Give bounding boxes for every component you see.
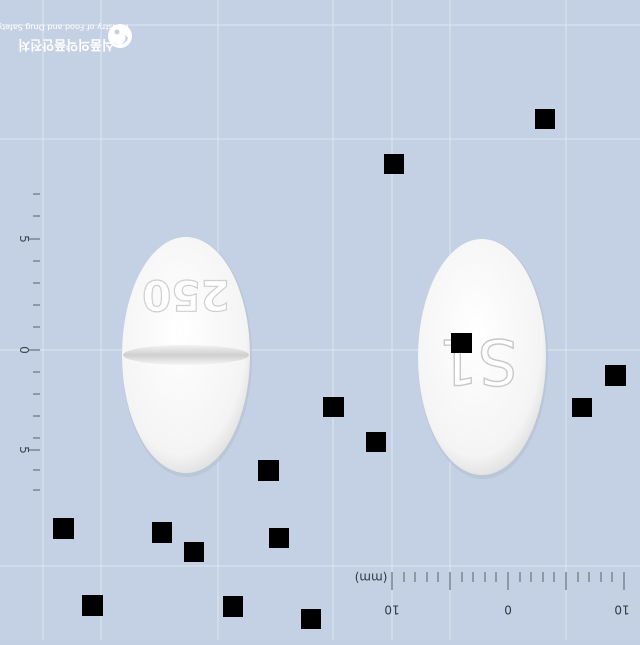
redaction-square — [53, 518, 74, 539]
ministry-logo: 식품의약품안전처 Ministry of Food and Drug Safet… — [0, 23, 132, 53]
redaction-square — [258, 460, 279, 481]
horizontal-tick-label-left: 10 — [384, 603, 399, 617]
vertical-tick-label-bottom: 5 — [17, 446, 31, 454]
pill-back: S1 — [418, 239, 548, 479]
redaction-square — [82, 595, 103, 616]
redaction-square — [366, 432, 386, 452]
redaction-square — [535, 109, 555, 129]
redaction-square — [184, 542, 204, 562]
redaction-square — [301, 609, 321, 629]
vertical-tick-label-middle: 0 — [17, 346, 31, 354]
score-line — [123, 345, 249, 365]
redaction-square — [572, 398, 592, 417]
redaction-square — [605, 365, 626, 386]
redaction-square — [269, 528, 289, 548]
pill-front-imprint: 250 — [142, 271, 230, 320]
ministry-english-name: Ministry of Food and Drug Safety — [0, 23, 129, 32]
horizontal-tick-label-right: 10 — [614, 603, 629, 617]
redaction-square — [152, 522, 172, 543]
redaction-square — [451, 333, 472, 353]
redaction-square — [323, 397, 344, 417]
pill-front: 250 — [122, 237, 252, 477]
vertical-tick-label-top: 5 — [17, 235, 31, 243]
ministry-korean-name: 식품의약품안전처 — [18, 37, 114, 53]
redaction-square — [223, 596, 243, 617]
horizontal-tick-label-center: 0 — [504, 603, 512, 617]
ruler-unit-label: (mm) — [355, 571, 388, 585]
redaction-square — [384, 154, 404, 174]
